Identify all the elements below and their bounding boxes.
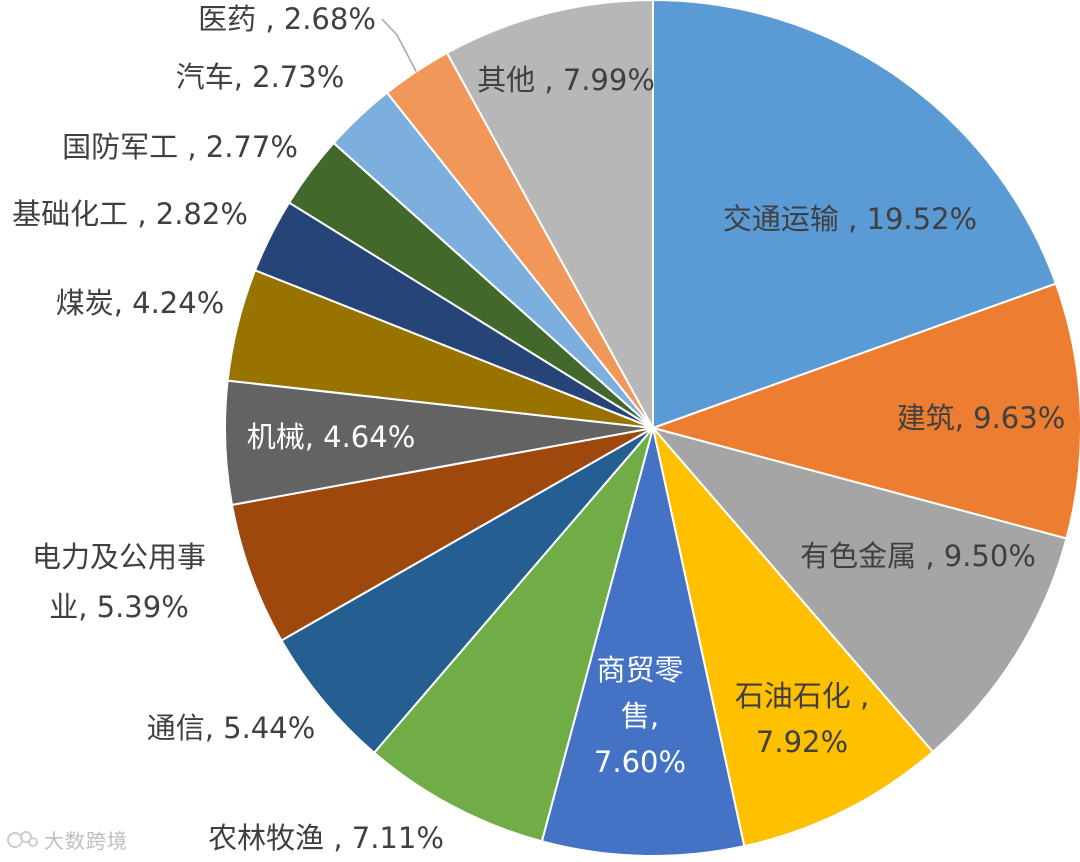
slice-label-line: 售, [621, 699, 659, 733]
slice-label-3: 有色金属 , 9.50% [800, 539, 1036, 573]
pie-slices [224, 0, 1080, 857]
slice-label-line: 农林牧渔 , 7.11% [208, 821, 444, 855]
slice-label-line: 其他 , 7.99% [477, 63, 655, 97]
slice-labels: 交通运输 , 19.52% 建筑, 9.63% 有色金属 , 9.50% 石油石化 ,… [12, 2, 1065, 855]
slice-label-14: 医药 , 2.68% [198, 2, 376, 36]
slice-label-line: 基础化工 , 2.82% [12, 197, 248, 231]
pie-slice-15 [445, 0, 654, 429]
slice-label-11: 基础化工 , 2.82% [12, 197, 248, 231]
slice-label-line: 交通运输 , 19.52% [723, 202, 977, 236]
slice-label-1: 交通运输 , 19.52% [723, 202, 977, 236]
slice-label-line: 业, 5.39% [49, 590, 189, 624]
slice-label-7: 通信, 5.44% [147, 711, 316, 745]
slice-label-13: 汽车, 2.73% [176, 60, 345, 94]
slice-label-line: 电力及公用事 [32, 540, 206, 574]
slice-label-6: 农林牧渔 , 7.11% [208, 821, 444, 855]
watermark: 大数跨境 [6, 825, 128, 854]
slice-label-line: 有色金属 , 9.50% [800, 539, 1036, 573]
slice-label-line: 7.92% [756, 725, 848, 759]
pie-slice-8 [230, 427, 654, 642]
pie-slice-4 [652, 427, 935, 848]
pie-slice-3 [650, 426, 1068, 754]
pie-slice-5 [540, 427, 746, 857]
slice-label-10: 煤炭, 4.24% [56, 286, 225, 320]
pie-slice-7 [280, 427, 654, 755]
pie-slice-6 [372, 427, 654, 843]
watermark-text: 大数跨境 [44, 829, 128, 853]
slice-label-12: 国防军工 , 2.77% [62, 130, 298, 164]
slice-label-5: 商贸零售, 7.60% [594, 653, 686, 779]
slice-label-line: 建筑, 9.63% [897, 401, 1066, 435]
slice-label-line: 汽车, 2.73% [176, 60, 345, 94]
slice-label-line: 国防军工 , 2.77% [62, 130, 298, 164]
slice-label-line: 7.60% [594, 745, 686, 779]
slice-label-8: 电力及公用事业, 5.39% [32, 540, 206, 624]
slice-label-line: 商贸零 [596, 653, 683, 687]
slice-label-line: 医药 , 2.68% [198, 2, 376, 36]
slice-label-15: 其他 , 7.99% [477, 63, 655, 97]
slice-label-line: 石油石化 , [735, 679, 869, 713]
slice-label-line: 通信, 5.44% [147, 711, 316, 745]
pie-slice-1 [652, 0, 1058, 430]
slice-label-4: 石油石化 , 7.92% [735, 679, 869, 759]
slice-label-9: 机械, 4.64% [247, 420, 416, 454]
slice-label-line: 机械, 4.64% [247, 420, 416, 454]
slice-label-line: 煤炭, 4.24% [56, 286, 225, 320]
pie-slice-2 [649, 282, 1080, 540]
watermark-logo-icon [7, 830, 38, 848]
slice-label-2: 建筑, 9.63% [897, 401, 1066, 435]
leader-line-14 [381, 18, 417, 72]
leader-lines [381, 18, 417, 72]
